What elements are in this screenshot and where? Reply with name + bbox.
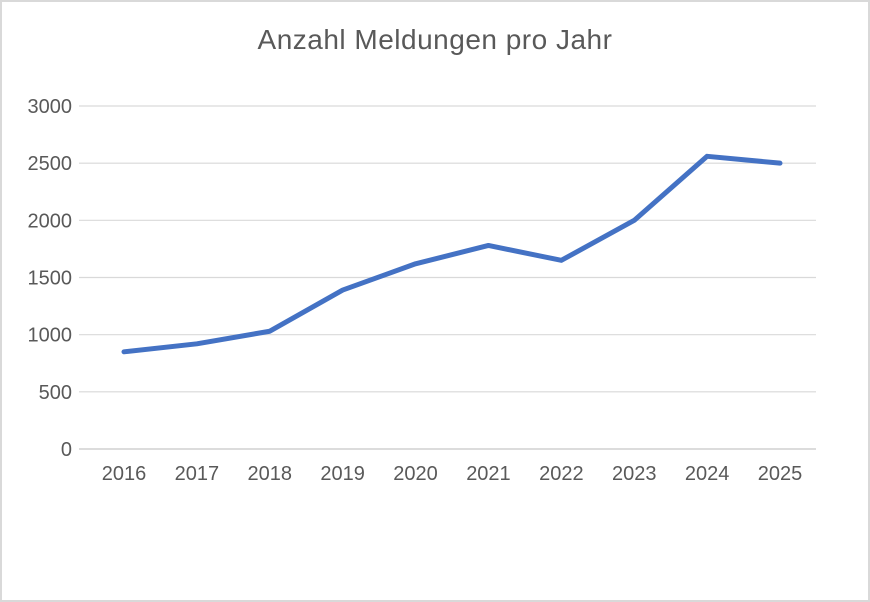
x-tick-label: 2024 [685,463,730,485]
x-tick-label: 2023 [612,463,657,485]
y-tick-label: 2000 [28,210,73,232]
y-tick-label: 500 [39,382,72,404]
x-tick-label: 2022 [539,463,584,485]
y-tick-label: 0 [61,439,72,461]
y-tick-label: 1500 [28,268,73,290]
x-tick-label: 2019 [320,463,365,485]
x-tick-label: 2020 [393,463,438,485]
y-tick-label: 3000 [28,96,73,118]
x-tick-label: 2016 [102,463,147,485]
x-tick-label: 2021 [466,463,511,485]
y-tick-label: 2500 [28,153,73,175]
x-tick-label: 2018 [248,463,293,485]
y-tick-label: 1000 [28,325,73,347]
x-tick-label: 2025 [758,463,803,485]
x-tick-label: 2017 [175,463,220,485]
data-line-series [121,153,783,355]
chart-title: Anzahl Meldungen pro Jahr [257,24,613,55]
